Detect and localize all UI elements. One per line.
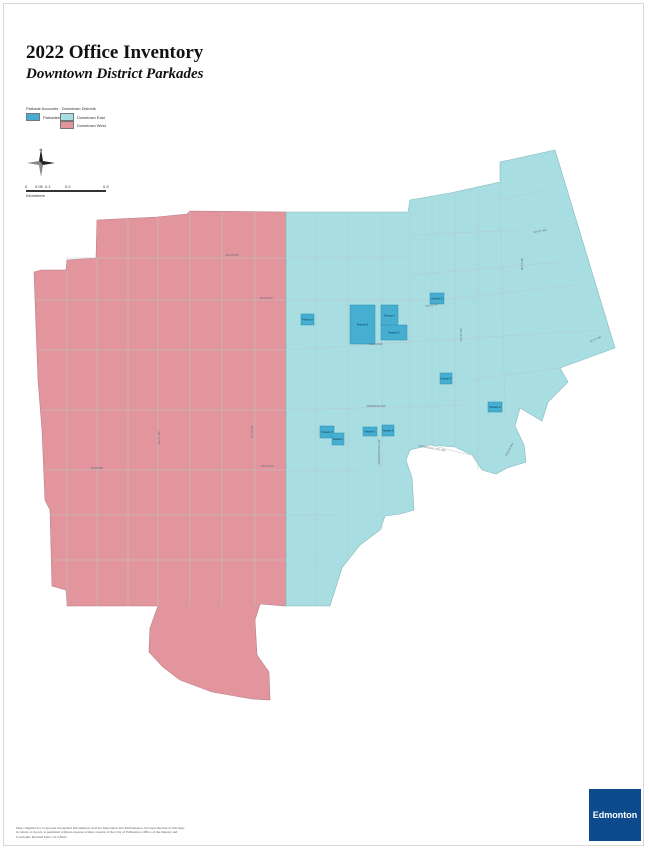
street-label: 95 ST NW	[589, 335, 602, 344]
scale-tick: 0.05	[35, 184, 43, 189]
street-line	[439, 284, 576, 301]
parkade-polygon	[362, 426, 378, 437]
street-line	[439, 329, 601, 341]
parkade-label: Parkade E	[431, 298, 443, 301]
parkade-polygon	[429, 292, 445, 305]
street-label: MCDOUGALL HILL NW	[418, 444, 446, 453]
legend-item-downtown-east: Downtown East	[60, 113, 105, 121]
north-arrow-icon: N	[27, 148, 55, 177]
street-labels: 102 AV NW 101 AV NW 100 AV NW JASPER AV NW 9…	[91, 228, 602, 470]
street-label: 102A AV NW	[504, 442, 515, 457]
scale-tick: 0	[25, 184, 28, 189]
scale-tick: 0.2	[65, 184, 71, 189]
street-line	[285, 404, 471, 411]
edmonton-logo: Edmonton	[589, 789, 641, 841]
street-label: 101 AV NW	[259, 296, 273, 300]
legend-label: Downtown East	[77, 114, 105, 120]
street-line	[469, 367, 561, 381]
parkade-polygon	[439, 372, 453, 385]
parkade-label: Parkade G	[489, 406, 501, 409]
legend-swatch-downtown-west	[60, 121, 74, 129]
parkade-polygon	[487, 401, 503, 413]
map-title: 2022 Office Inventory	[26, 42, 204, 63]
parkade-label: Parkade H	[321, 431, 333, 434]
street-line	[499, 189, 546, 201]
map-subtitle: Downtown District Parkades	[26, 66, 204, 82]
parkade-polygon	[319, 425, 335, 439]
street-label: 102 AV NW	[225, 253, 239, 257]
parkade-label: Parkade J	[365, 431, 377, 434]
parkade-label: Parkade C	[384, 315, 396, 318]
parkade-polygon	[331, 432, 345, 446]
street-label: 99 AV NW	[91, 466, 103, 470]
legend-title: Parkade Accounts · Downtown Districts	[26, 106, 96, 111]
parkade-label: Parkade I	[333, 438, 344, 441]
legend-swatch-parkades	[26, 113, 40, 121]
street-line	[285, 339, 441, 351]
parkade-label: Parkade F	[440, 378, 452, 381]
compass-label: N	[40, 148, 43, 152]
street-line	[409, 261, 561, 276]
map-note: Map compiled for Corporate Geospatial In…	[16, 826, 185, 839]
street-label: GRIERSON HILL NW	[377, 439, 381, 465]
street-grid	[34, 181, 601, 606]
street-label: 98 ST NW	[520, 257, 524, 269]
scale-tick: 0.3	[103, 184, 109, 189]
street-label: 106 ST NW	[533, 228, 547, 234]
street-label: 109 ST NW	[157, 431, 161, 445]
map-frame	[3, 3, 644, 846]
legend-label: Downtown West	[77, 122, 106, 128]
parkade-label: Parkade A	[302, 319, 313, 322]
scale-bar: 0 0.05 0.1 0.2 0.3 Kilometers	[25, 184, 109, 198]
parkade-label: Parkade K	[382, 430, 394, 433]
scale-unit: Kilometers	[26, 193, 45, 198]
street-label: 100 AV NW	[369, 342, 383, 346]
scale-tick: 0.1	[45, 184, 51, 189]
street-label: 97 ST NW	[250, 425, 254, 437]
street-line	[409, 229, 521, 236]
legend-label: Parkades	[43, 114, 60, 120]
legend-swatch-downtown-east	[60, 113, 74, 121]
street-line	[429, 444, 471, 456]
parkade-polygon	[381, 424, 395, 437]
parkade-polygon	[349, 304, 376, 345]
downtown-west-district	[33, 210, 287, 701]
street-label: JASPER AV NW	[367, 404, 387, 408]
legend-item-parkades: Parkades	[26, 113, 60, 121]
parkade-polygon	[380, 324, 408, 341]
parkades-layer: Parkade A Parkade B Parkade C Parkade D Park…	[300, 292, 503, 446]
legend-item-downtown-west: Downtown West	[60, 121, 106, 129]
parkade-polygon	[300, 313, 315, 326]
parkade-label: Parkade D	[388, 332, 400, 335]
street-line	[499, 181, 506, 421]
street-label: 104 AV NW	[425, 302, 439, 308]
street-label: 103 AV NW	[260, 464, 274, 468]
parkade-label: Parkade B	[357, 324, 369, 327]
street-label: 101 ST NW	[459, 328, 463, 342]
